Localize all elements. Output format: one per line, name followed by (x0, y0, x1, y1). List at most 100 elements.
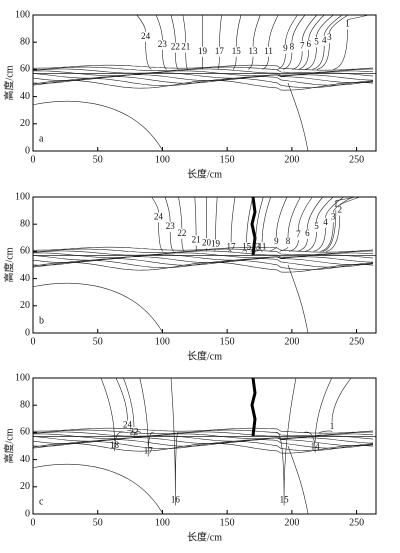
contour-line (164, 196, 174, 252)
contour-label: 1 (345, 19, 350, 29)
contour-line (262, 14, 279, 70)
contour-label: 22 (171, 42, 180, 52)
y-tick-label: 100 (15, 372, 30, 383)
contour-label: 4 (323, 217, 328, 227)
contour-label: 17 (215, 46, 225, 56)
contour-label: 8 (290, 42, 295, 52)
contour-line (333, 14, 370, 70)
y-tick-label: 80 (20, 399, 30, 410)
contour-label: 5 (314, 221, 319, 231)
interface-line (32, 262, 374, 273)
contour-label: 16 (171, 494, 181, 504)
contour-line (170, 14, 179, 70)
crack (250, 377, 257, 437)
x-tick-label: 150 (220, 154, 235, 165)
panel-label: b (39, 315, 44, 326)
contour-line (232, 14, 242, 70)
contour-line (170, 377, 179, 506)
interface-line (33, 427, 374, 434)
contour-line (326, 196, 361, 252)
lower-contour (287, 82, 309, 152)
contour-line (283, 14, 306, 70)
contour-line (217, 14, 222, 70)
contour-label: 14 (311, 441, 321, 451)
lower-contour (32, 101, 164, 152)
x-tick-label: 250 (349, 154, 364, 165)
contour-label: 9 (283, 43, 288, 53)
contour-line (292, 14, 318, 70)
contour-line (151, 196, 164, 252)
contour-line (155, 14, 167, 70)
x-axis-label: 长度/cm (187, 349, 222, 362)
lower-contour (32, 464, 164, 515)
contour-line (277, 14, 298, 70)
y-tick-label: 40 (20, 454, 30, 465)
contour-line (205, 196, 207, 252)
contour-line (202, 14, 204, 70)
contour-line (320, 196, 353, 252)
y-tick-label: 40 (20, 273, 30, 284)
contour-line (298, 14, 325, 70)
contour-label: 24 (123, 420, 133, 430)
contour-label: 3 (331, 211, 336, 221)
contour-line (123, 377, 142, 438)
contour-line (248, 14, 261, 70)
interface-line (32, 248, 373, 255)
contour-label: 24 (154, 211, 164, 221)
contour-line (100, 377, 124, 452)
contour-line (316, 14, 349, 70)
interface-line (32, 443, 374, 454)
contour-label: 19 (198, 46, 208, 56)
x-tick-label: 200 (284, 517, 299, 528)
contour-line (279, 196, 301, 252)
contour-line (182, 14, 188, 70)
y-tick-label: 40 (20, 91, 30, 102)
x-tick-label: 0 (31, 517, 36, 528)
contour-label: 23 (158, 39, 168, 49)
contour-line (136, 14, 152, 70)
contour-label: 3 (327, 32, 332, 42)
contour-line (228, 196, 236, 253)
y-tick-label: 60 (20, 246, 30, 257)
interface-line (33, 246, 374, 253)
contour-line (276, 377, 297, 506)
y-tick-label: 100 (15, 191, 30, 202)
contour-label: 23 (166, 221, 176, 231)
contour-label: 6 (305, 228, 310, 238)
contour-line (139, 377, 154, 457)
contour-line (319, 377, 352, 433)
contour-line (312, 14, 343, 70)
interface-line (32, 429, 373, 436)
contour-label: 7 (296, 229, 301, 239)
x-tick-label: 250 (349, 336, 364, 347)
plot-frame (32, 196, 377, 334)
interface-line (32, 80, 374, 91)
y-tick-label: 0 (25, 508, 30, 519)
x-tick-label: 150 (220, 517, 235, 528)
contour-line (256, 196, 271, 253)
y-tick-label: 20 (20, 118, 30, 129)
x-tick-label: 100 (155, 517, 170, 528)
y-axis-label: 高度/cm (2, 65, 15, 100)
contour-label: 13 (251, 241, 261, 251)
x-tick-label: 150 (220, 336, 235, 347)
contour-label: 15 (232, 46, 242, 56)
lower-contour (32, 283, 164, 334)
contour-label: 24 (141, 31, 151, 41)
contour-line (305, 14, 334, 70)
y-tick-label: 0 (25, 145, 30, 156)
contour-line (269, 196, 288, 252)
x-tick-label: 50 (93, 154, 103, 165)
x-tick-label: 0 (31, 336, 36, 347)
contour-label: 7 (300, 40, 305, 50)
contour-line (297, 196, 324, 252)
contour-label: 11 (258, 241, 267, 251)
contour-label: 1 (330, 421, 335, 431)
contour-label: 6 (306, 39, 311, 49)
contour-label: 15 (242, 241, 252, 251)
contour-label: 13 (249, 46, 259, 56)
contour-label: 5 (314, 36, 319, 46)
contour-line (178, 196, 185, 252)
contour-label: 21 (192, 235, 201, 245)
